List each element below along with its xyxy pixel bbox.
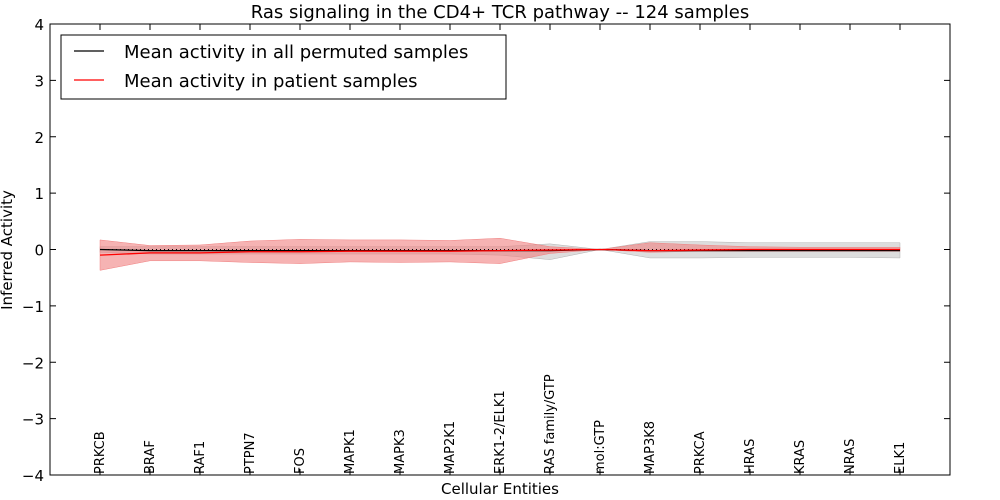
x-tick-label: BRAF (143, 440, 158, 474)
y-tick-label: 0 (34, 242, 44, 260)
y-tick-label: 2 (34, 129, 44, 147)
x-tick-label: MAP3K8 (643, 421, 658, 474)
y-tick-label: −4 (22, 467, 44, 485)
legend-frame (60, 34, 507, 100)
x-tick-label: HRAS (743, 439, 758, 474)
y-tick-label: −1 (22, 298, 44, 316)
x-tick-label: KRAS (793, 440, 808, 474)
series-line-patient (99, 248, 900, 256)
y-tick-label: 4 (34, 16, 44, 34)
x-tick-label: ERK1-2/ELK1 (493, 390, 508, 474)
x-tick-label: PRKCA (693, 431, 708, 474)
x-axis-label: Cellular Entities (441, 480, 559, 498)
y-tick-label: −3 (22, 411, 44, 429)
x-tick-label: FOS (293, 448, 308, 474)
y-tick-label: −2 (22, 354, 44, 372)
y-tick-label: 3 (34, 72, 44, 90)
legend-label-patient: Mean activity in patient samples (124, 71, 418, 92)
x-tick-label: MAPK1 (343, 429, 358, 474)
x-tick-label: PTPN7 (243, 432, 258, 474)
x-tick-label: PRKCB (93, 431, 108, 474)
plot-frame (49, 23, 951, 476)
legend-label-permuted: Mean activity in all permuted samples (124, 42, 468, 63)
chart-title: Ras signaling in the CD4+ TCR pathway --… (251, 2, 750, 23)
legend: Mean activity in all permuted samples Me… (60, 34, 507, 100)
x-tick-label: RAS family/GTP (543, 374, 558, 474)
x-tick-label: MAP2K1 (443, 421, 458, 474)
x-tick-label: RAF1 (193, 441, 208, 474)
y-axis-label: Inferred Activity (0, 190, 16, 310)
x-tick-label: MAPK3 (393, 429, 408, 474)
x-tick-label: mol:GTP (593, 420, 608, 474)
plot-layer: −4 −3 −2 −1 0 1 2 3 4 PRKCB BRAF RAF1 PTPN7 FOS MAPK1 M… (22, 16, 950, 485)
x-tick-label: NRAS (843, 439, 858, 474)
y-tick-label: 1 (34, 185, 44, 203)
x-tick-label: ELK1 (893, 442, 908, 474)
